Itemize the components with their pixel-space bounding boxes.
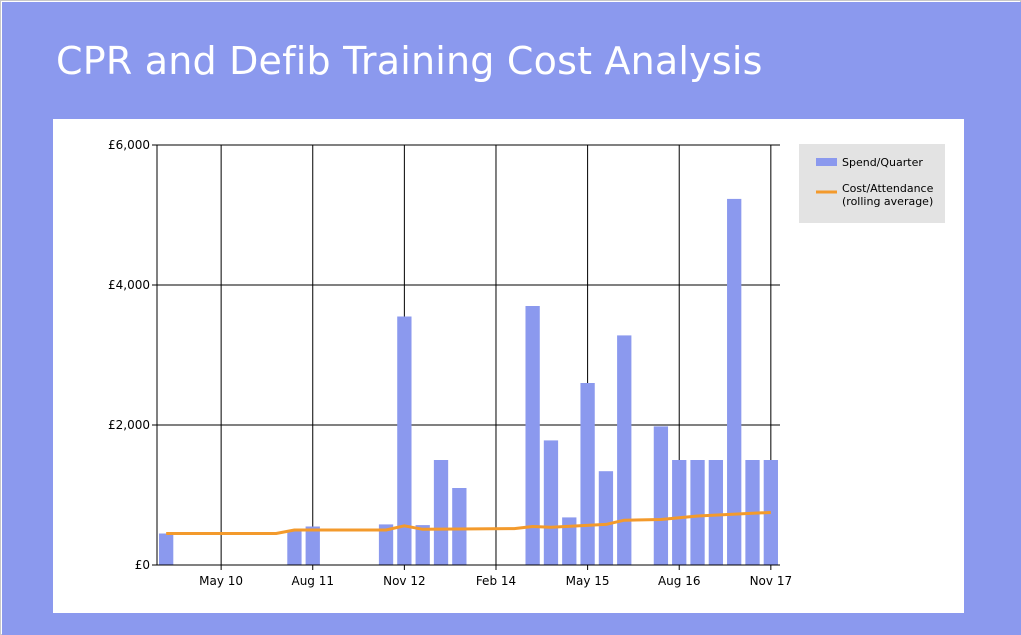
chart-panel: £0 £2,000 £4,000 £6,000 May 10 Aug 11 Nov 12 Fe… bbox=[53, 119, 964, 613]
legend-box bbox=[799, 144, 945, 223]
x-tick-label: Aug 11 bbox=[291, 574, 334, 588]
y-tick-label: £2,000 bbox=[108, 418, 150, 432]
bar-spend-quarter bbox=[543, 440, 559, 565]
x-tick-label: Aug 16 bbox=[658, 574, 701, 588]
legend-label-cost: Cost/Attendance bbox=[842, 182, 934, 195]
y-tick-label: £0 bbox=[135, 558, 150, 572]
bar-spend-quarter bbox=[727, 198, 742, 565]
bar-spend-quarter bbox=[415, 525, 430, 565]
bar-spend-quarter bbox=[397, 316, 412, 565]
bar-spend-quarter bbox=[433, 460, 449, 565]
bar-spend-quarter bbox=[580, 383, 595, 565]
x-tick-label: May 15 bbox=[566, 574, 610, 588]
legend-label-cost-sub: (rolling average) bbox=[842, 195, 933, 208]
line-cost-attendance bbox=[166, 511, 771, 535]
page-title: CPR and Defib Training Cost Analysis bbox=[56, 39, 763, 83]
y-tick-label: £6,000 bbox=[108, 138, 150, 152]
bar-spend-quarter bbox=[159, 533, 174, 565]
bar-spend-quarter bbox=[617, 335, 632, 565]
bar-spend-quarter bbox=[562, 517, 577, 565]
bar-spend-quarter bbox=[653, 426, 669, 565]
y-tick-label: £4,000 bbox=[108, 278, 150, 292]
bar-spend-quarter bbox=[525, 306, 540, 565]
x-tick-label: Feb 14 bbox=[476, 574, 516, 588]
x-tick-label: Nov 12 bbox=[383, 574, 426, 588]
bar-spend-quarter bbox=[452, 488, 467, 565]
bar-spend-quarter bbox=[598, 471, 614, 565]
x-tick-label: Nov 17 bbox=[750, 574, 793, 588]
bar-spend-quarter bbox=[708, 460, 724, 565]
bar-spend-quarter bbox=[287, 530, 302, 565]
cost-analysis-chart: £0 £2,000 £4,000 £6,000 May 10 Aug 11 Nov 12 Fe… bbox=[108, 138, 945, 588]
legend-swatch-bar bbox=[816, 158, 837, 166]
bar-spend-quarter bbox=[690, 460, 705, 565]
bar-spend-quarter bbox=[378, 524, 394, 565]
bar-spend-quarter bbox=[672, 460, 687, 565]
x-tick-label: May 10 bbox=[199, 574, 243, 588]
legend-label-spend: Spend/Quarter bbox=[842, 156, 923, 169]
bar-spend-quarter bbox=[305, 526, 320, 565]
